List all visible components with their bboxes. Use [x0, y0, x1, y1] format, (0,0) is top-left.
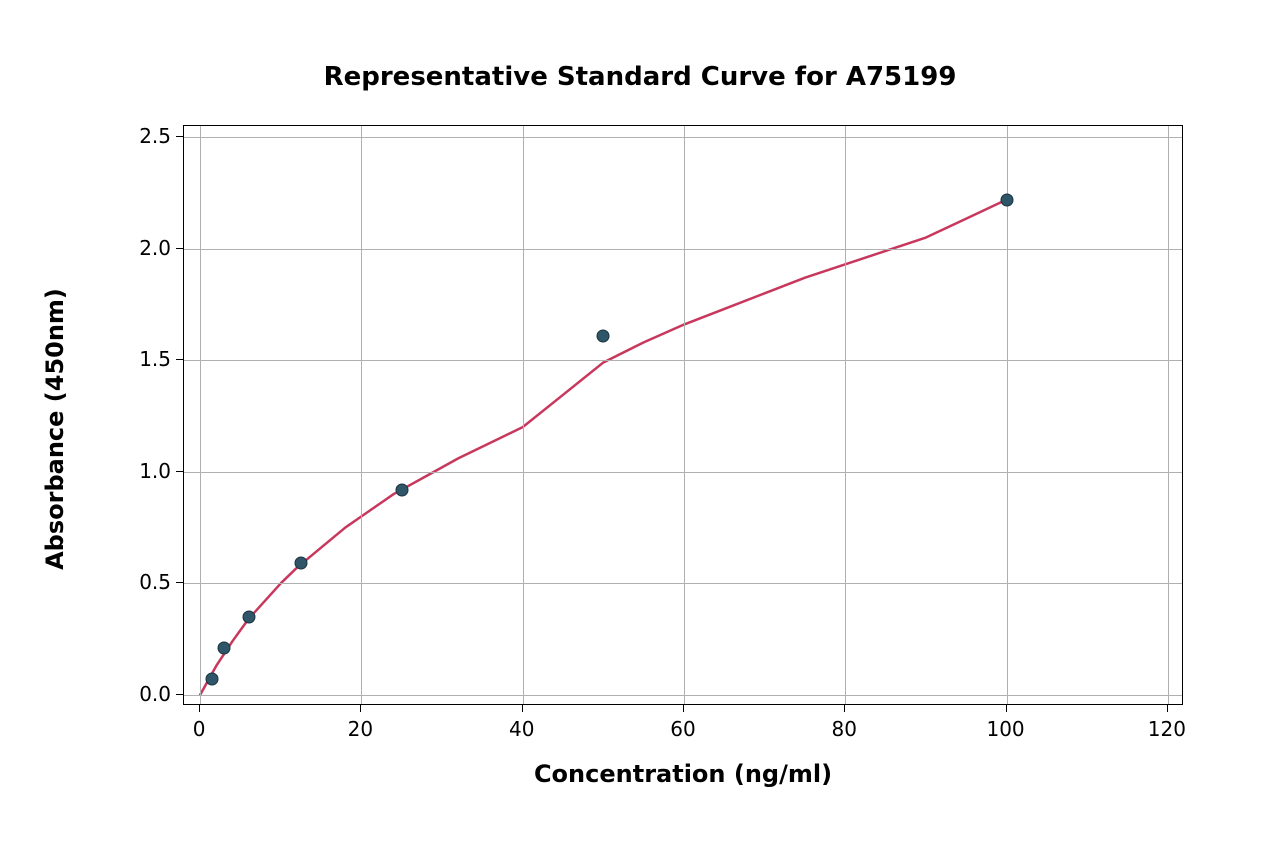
gridline-horizontal	[184, 249, 1182, 250]
gridline-vertical	[1168, 126, 1169, 704]
chart-container: Representative Standard Curve for A75199…	[0, 0, 1280, 845]
tick-mark-y	[176, 359, 183, 360]
y-axis-label: Absorbance (450nm)	[41, 139, 69, 719]
x-tick-label: 40	[509, 717, 534, 741]
data-point	[395, 483, 408, 496]
tick-mark-x	[683, 705, 684, 712]
tick-mark-y	[176, 136, 183, 137]
y-tick-label: 0.0	[133, 682, 171, 706]
tick-mark-y	[176, 582, 183, 583]
gridline-horizontal	[184, 472, 1182, 473]
data-point	[242, 610, 255, 623]
y-tick-label: 2.5	[133, 124, 171, 148]
x-axis-label: Concentration (ng/ml)	[183, 760, 1183, 788]
y-tick-label: 0.5	[133, 570, 171, 594]
data-point	[206, 673, 219, 686]
tick-mark-y	[176, 694, 183, 695]
x-tick-label: 0	[193, 717, 206, 741]
plot-area	[183, 125, 1183, 705]
gridline-horizontal	[184, 695, 1182, 696]
x-tick-label: 60	[670, 717, 695, 741]
tick-mark-x	[1167, 705, 1168, 712]
tick-mark-y	[176, 471, 183, 472]
x-tick-label: 120	[1148, 717, 1186, 741]
gridline-vertical	[845, 126, 846, 704]
gridline-horizontal	[184, 583, 1182, 584]
gridline-vertical	[200, 126, 201, 704]
tick-mark-x	[844, 705, 845, 712]
data-point	[218, 642, 231, 655]
data-point	[294, 557, 307, 570]
x-tick-label: 20	[348, 717, 373, 741]
chart-title: Representative Standard Curve for A75199	[0, 62, 1280, 92]
y-tick-label: 1.5	[133, 347, 171, 371]
gridline-vertical	[361, 126, 362, 704]
tick-mark-y	[176, 248, 183, 249]
gridline-horizontal	[184, 137, 1182, 138]
gridline-vertical	[1007, 126, 1008, 704]
data-point	[1000, 193, 1013, 206]
tick-mark-x	[199, 705, 200, 712]
tick-mark-x	[522, 705, 523, 712]
tick-mark-x	[360, 705, 361, 712]
gridline-vertical	[523, 126, 524, 704]
data-point	[597, 329, 610, 342]
gridline-horizontal	[184, 360, 1182, 361]
y-tick-label: 2.0	[133, 236, 171, 260]
tick-mark-x	[1006, 705, 1007, 712]
y-tick-label: 1.0	[133, 459, 171, 483]
gridline-vertical	[684, 126, 685, 704]
x-tick-label: 80	[832, 717, 857, 741]
x-tick-label: 100	[986, 717, 1024, 741]
